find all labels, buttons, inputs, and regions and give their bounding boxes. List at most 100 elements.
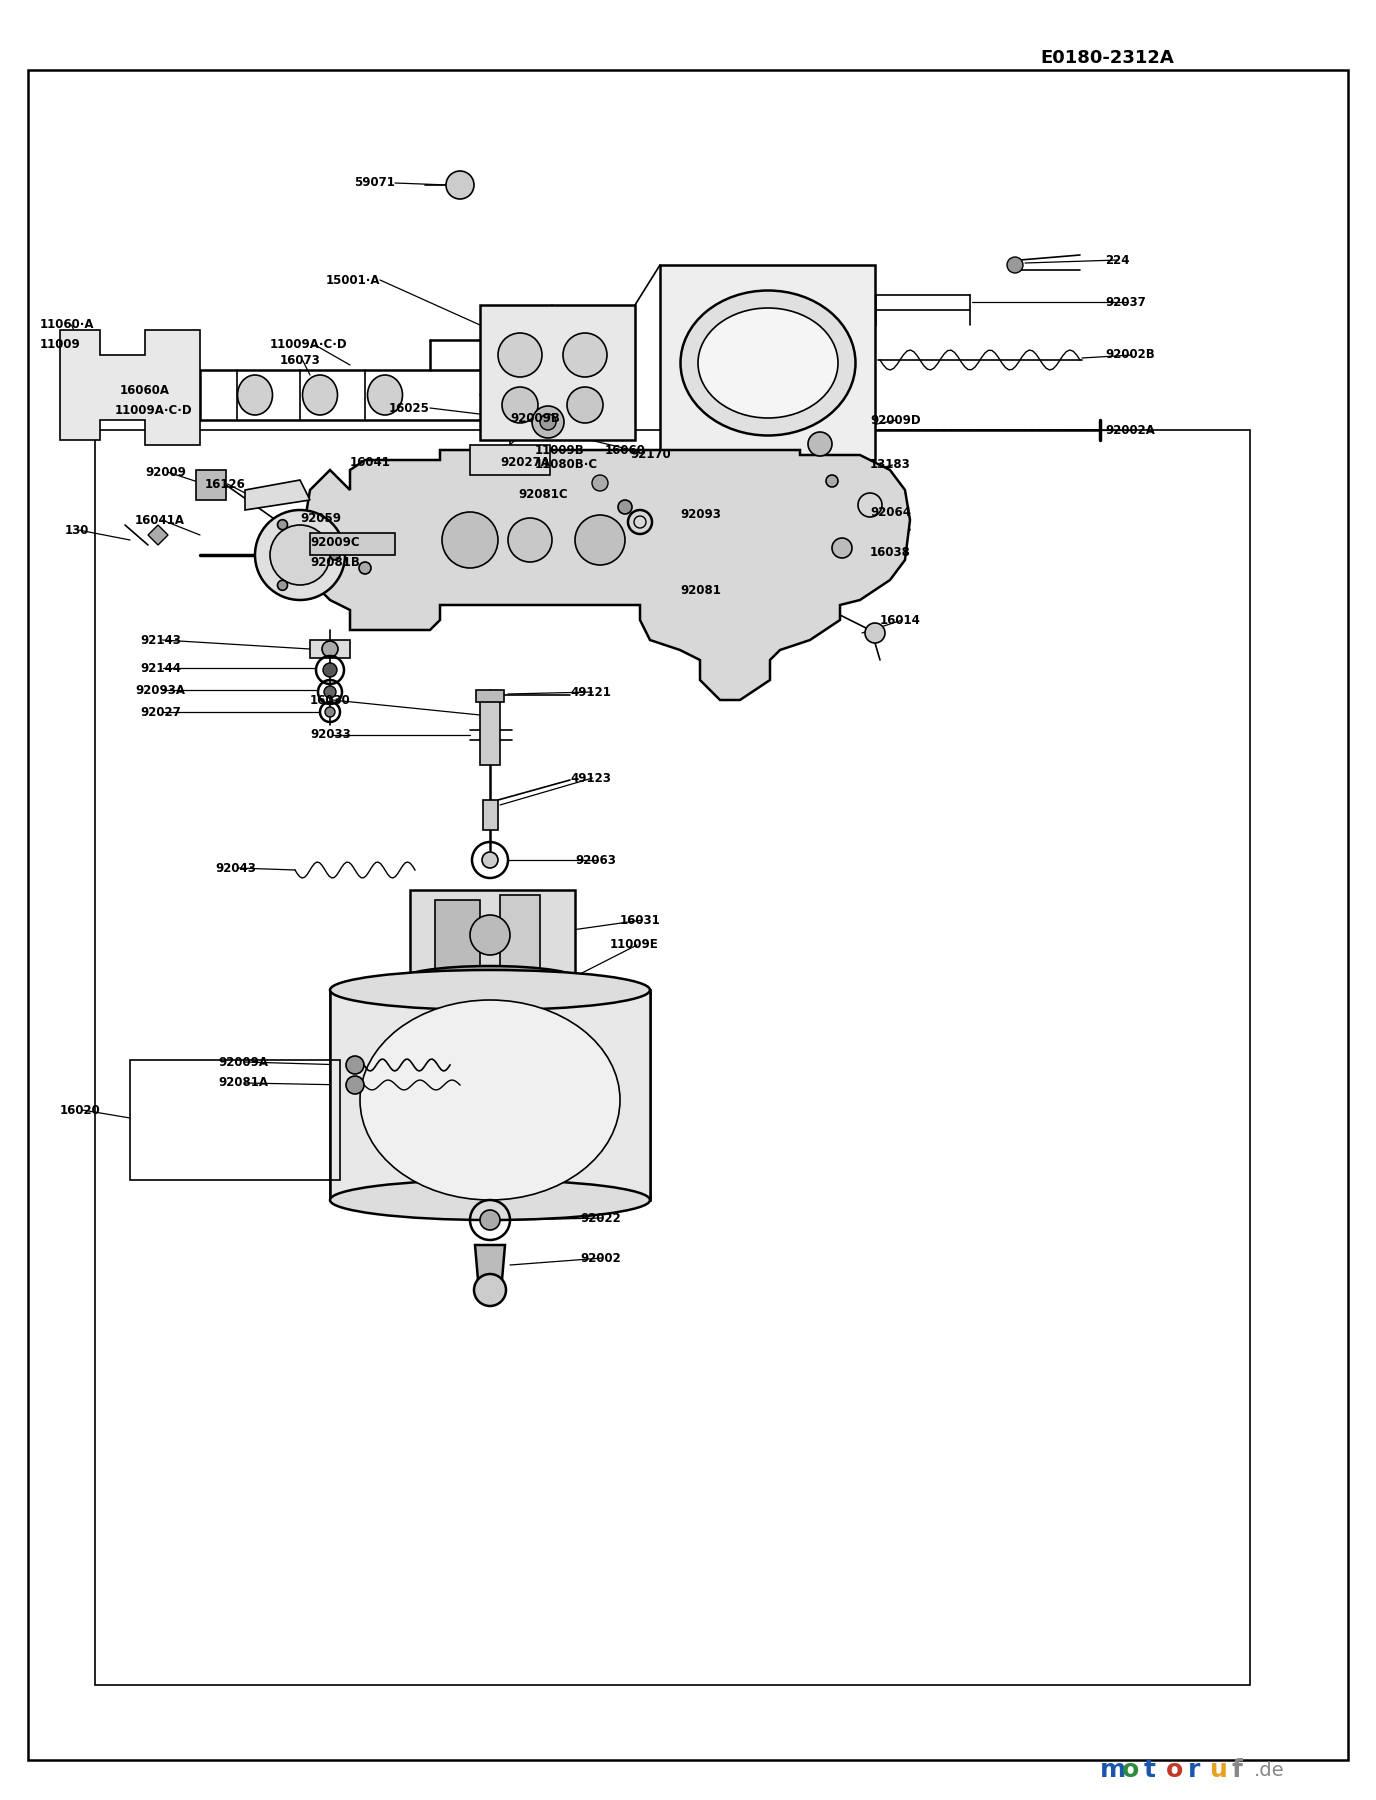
Text: 16038: 16038 <box>870 545 911 558</box>
Ellipse shape <box>361 1001 621 1201</box>
Text: 92027A: 92027A <box>499 457 550 470</box>
Text: 16030: 16030 <box>310 693 351 706</box>
Text: o: o <box>1121 1759 1139 1782</box>
Circle shape <box>832 538 852 558</box>
Text: 16014: 16014 <box>881 614 921 626</box>
Circle shape <box>278 580 288 590</box>
Text: 11009E: 11009E <box>610 938 659 952</box>
Text: u: u <box>1210 1759 1227 1782</box>
Text: 16020: 16020 <box>61 1103 100 1116</box>
Text: o: o <box>1165 1759 1183 1782</box>
Bar <box>660 265 875 461</box>
Ellipse shape <box>681 290 856 436</box>
Text: 92009A: 92009A <box>217 1055 268 1069</box>
Text: 92009B: 92009B <box>510 412 560 425</box>
Circle shape <box>567 387 603 423</box>
Circle shape <box>539 414 556 430</box>
Circle shape <box>502 387 538 423</box>
Circle shape <box>330 551 340 560</box>
Text: E0180-2312A: E0180-2312A <box>1040 49 1174 67</box>
Circle shape <box>471 914 510 956</box>
Bar <box>129 1060 340 1181</box>
Text: 11009: 11009 <box>40 338 81 351</box>
Text: 92009: 92009 <box>144 466 186 479</box>
Circle shape <box>270 526 330 585</box>
Ellipse shape <box>698 308 838 418</box>
Bar <box>410 889 575 979</box>
Bar <box>483 799 498 830</box>
Text: t: t <box>1143 1759 1156 1782</box>
Circle shape <box>575 515 625 565</box>
Text: 59071: 59071 <box>354 176 395 189</box>
Text: 16041: 16041 <box>350 455 391 468</box>
Text: 92064: 92064 <box>870 506 911 518</box>
Polygon shape <box>330 990 649 1201</box>
Circle shape <box>1007 257 1022 274</box>
Circle shape <box>498 333 542 376</box>
Polygon shape <box>61 329 200 445</box>
Circle shape <box>323 662 337 677</box>
Text: 92002: 92002 <box>581 1251 621 1264</box>
Bar <box>480 700 499 765</box>
Circle shape <box>359 562 372 574</box>
Text: 11009B: 11009B <box>535 443 585 457</box>
Text: 92037: 92037 <box>1105 295 1146 308</box>
Text: 92081B: 92081B <box>310 556 361 569</box>
Circle shape <box>325 707 334 716</box>
Circle shape <box>473 1274 506 1307</box>
Ellipse shape <box>367 374 403 416</box>
Text: 92093: 92093 <box>680 508 721 520</box>
Text: r: r <box>1187 1759 1200 1782</box>
Circle shape <box>563 333 607 376</box>
Text: 92144: 92144 <box>140 662 182 675</box>
Text: 16041A: 16041A <box>135 513 184 526</box>
Text: 92170: 92170 <box>630 448 670 461</box>
Text: 49123: 49123 <box>570 772 611 785</box>
Text: 11060·A: 11060·A <box>40 319 95 331</box>
Bar <box>310 533 395 554</box>
Polygon shape <box>245 481 310 509</box>
Text: 16060: 16060 <box>605 443 645 457</box>
Circle shape <box>345 1057 365 1075</box>
Circle shape <box>808 432 832 455</box>
Circle shape <box>446 171 473 200</box>
Text: 11009A·C·D: 11009A·C·D <box>270 338 348 351</box>
Polygon shape <box>480 304 634 439</box>
Text: 92093A: 92093A <box>135 684 184 697</box>
Ellipse shape <box>330 970 649 1010</box>
Bar <box>195 470 226 500</box>
Text: 16060A: 16060A <box>120 383 171 396</box>
Circle shape <box>480 1210 499 1229</box>
Bar <box>435 900 480 970</box>
Circle shape <box>323 686 336 698</box>
Text: m: m <box>1099 1759 1126 1782</box>
Text: 92033: 92033 <box>310 729 351 742</box>
Ellipse shape <box>330 1181 649 1220</box>
Text: 92043: 92043 <box>215 862 256 875</box>
Text: 16031: 16031 <box>621 914 660 927</box>
Text: f: f <box>1232 1759 1243 1782</box>
Text: 92081A: 92081A <box>217 1076 268 1089</box>
Text: 92022: 92022 <box>581 1211 621 1224</box>
Text: 49121: 49121 <box>570 686 611 698</box>
Bar <box>310 641 350 659</box>
Ellipse shape <box>238 374 272 416</box>
Bar <box>471 445 550 475</box>
Circle shape <box>322 641 338 657</box>
Bar <box>499 895 539 970</box>
Text: 11009A·C·D: 11009A·C·D <box>116 403 193 416</box>
Circle shape <box>482 851 498 868</box>
Circle shape <box>592 475 608 491</box>
Text: 92002A: 92002A <box>1105 423 1154 437</box>
Circle shape <box>508 518 552 562</box>
Text: 224: 224 <box>1105 254 1130 266</box>
Circle shape <box>278 520 288 529</box>
Circle shape <box>618 500 632 515</box>
Text: 16126: 16126 <box>205 477 246 490</box>
Circle shape <box>442 511 498 569</box>
Circle shape <box>533 407 564 437</box>
Polygon shape <box>149 526 168 545</box>
Circle shape <box>255 509 345 599</box>
Circle shape <box>866 623 885 643</box>
Circle shape <box>826 475 838 488</box>
